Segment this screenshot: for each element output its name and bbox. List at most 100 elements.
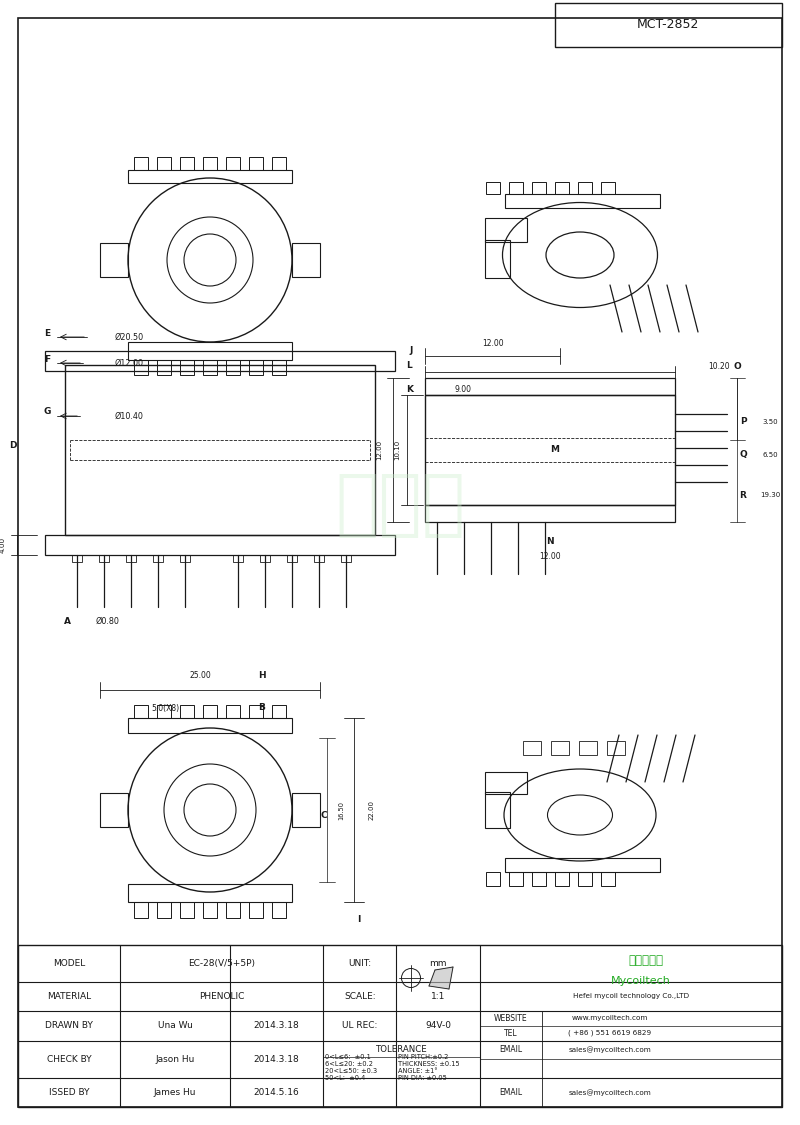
- Text: D: D: [10, 441, 17, 450]
- Text: I: I: [358, 916, 361, 925]
- Bar: [601, 872, 615, 886]
- Bar: [578, 872, 592, 886]
- Bar: [425, 505, 675, 522]
- Bar: [260, 555, 270, 562]
- Bar: [578, 182, 592, 193]
- Bar: [486, 872, 500, 886]
- Bar: [126, 555, 136, 562]
- Text: sales@mycoiltech.com: sales@mycoiltech.com: [569, 1046, 651, 1053]
- Text: N: N: [546, 538, 554, 547]
- Text: DRAWN BY: DRAWN BY: [45, 1022, 93, 1030]
- Bar: [18, 945, 782, 1107]
- Bar: [341, 555, 351, 562]
- Bar: [157, 158, 171, 170]
- Ellipse shape: [546, 232, 614, 278]
- Text: 12.00: 12.00: [376, 440, 382, 460]
- Bar: [607, 741, 625, 755]
- Bar: [272, 158, 286, 170]
- Bar: [505, 858, 660, 872]
- Text: J: J: [410, 345, 413, 354]
- Text: EMAIL: EMAIL: [499, 1088, 522, 1097]
- Text: sales@mycoiltech.com: sales@mycoiltech.com: [569, 1089, 651, 1096]
- Bar: [128, 718, 292, 734]
- Bar: [128, 884, 292, 902]
- Text: Ø0.80: Ø0.80: [95, 616, 119, 626]
- Text: 麦可一: 麦可一: [335, 470, 465, 540]
- Text: C: C: [321, 810, 327, 819]
- Bar: [485, 792, 510, 828]
- Text: UL REC:: UL REC:: [342, 1022, 378, 1030]
- Bar: [180, 555, 190, 562]
- Text: SCALE:: SCALE:: [344, 992, 376, 1001]
- Bar: [128, 170, 292, 183]
- Bar: [292, 243, 320, 277]
- Bar: [425, 378, 675, 395]
- Text: 2014.3.18: 2014.3.18: [253, 1054, 299, 1063]
- Text: 5.0(X8): 5.0(X8): [151, 703, 179, 712]
- Text: Ø12.00: Ø12.00: [115, 359, 144, 368]
- Text: EC-28(V/5+5P): EC-28(V/5+5P): [188, 958, 255, 968]
- Text: 12.00: 12.00: [482, 340, 504, 349]
- Bar: [485, 772, 527, 794]
- Text: 25.00: 25.00: [189, 672, 211, 681]
- Polygon shape: [429, 968, 453, 989]
- Bar: [523, 741, 541, 755]
- Text: R: R: [739, 490, 746, 500]
- Bar: [486, 182, 500, 193]
- Text: ISSED BY: ISSED BY: [49, 1088, 90, 1097]
- Bar: [100, 793, 128, 827]
- Bar: [134, 360, 148, 375]
- Text: M: M: [550, 446, 559, 454]
- Bar: [555, 182, 569, 193]
- Text: James Hu: James Hu: [154, 1088, 196, 1097]
- Text: 1:1: 1:1: [431, 992, 445, 1001]
- Bar: [45, 351, 395, 371]
- Text: mm: mm: [430, 958, 446, 968]
- Text: 12.00: 12.00: [539, 552, 561, 561]
- Bar: [287, 555, 297, 562]
- Bar: [226, 705, 240, 718]
- Bar: [555, 3, 782, 47]
- Bar: [180, 158, 194, 170]
- Bar: [249, 158, 263, 170]
- Text: PHENOLIC: PHENOLIC: [199, 992, 244, 1001]
- Text: G: G: [43, 407, 50, 416]
- Bar: [532, 182, 546, 193]
- Bar: [226, 158, 240, 170]
- Bar: [485, 218, 527, 242]
- Bar: [72, 555, 82, 562]
- Text: 3.50: 3.50: [762, 418, 778, 425]
- Bar: [134, 705, 148, 718]
- Bar: [153, 555, 163, 562]
- Bar: [272, 705, 286, 718]
- Text: 10.20: 10.20: [708, 361, 730, 370]
- Bar: [425, 395, 675, 505]
- Bar: [249, 705, 263, 718]
- Bar: [180, 902, 194, 918]
- Bar: [249, 902, 263, 918]
- Text: UNIT:: UNIT:: [349, 958, 371, 968]
- Bar: [157, 705, 171, 718]
- Bar: [203, 360, 217, 375]
- Text: PIN PITCH:±0.2
THICKNESS: ±0.15
ANGLE: ±1°
PIN DIA: ±0.05: PIN PITCH:±0.2 THICKNESS: ±0.15 ANGLE: ±…: [398, 1054, 460, 1081]
- Text: 2014.3.18: 2014.3.18: [253, 1022, 299, 1030]
- Text: www.mycoiltech.com: www.mycoiltech.com: [572, 1016, 648, 1022]
- Bar: [99, 555, 109, 562]
- Bar: [555, 872, 569, 886]
- Bar: [180, 705, 194, 718]
- Text: 0<L≤6:  ±0.1
6<L≤20: ±0.2
20<L≤50: ±0.3
50<L:  ±0.4: 0<L≤6: ±0.1 6<L≤20: ±0.2 20<L≤50: ±0.3 5…: [325, 1054, 377, 1081]
- Bar: [180, 360, 194, 375]
- Bar: [203, 902, 217, 918]
- Text: A: A: [63, 616, 70, 626]
- Bar: [485, 240, 510, 278]
- Bar: [314, 555, 324, 562]
- Text: TOLERANCE: TOLERANCE: [376, 1044, 427, 1053]
- Text: B: B: [258, 703, 266, 712]
- Bar: [226, 360, 240, 375]
- Bar: [509, 182, 523, 193]
- Bar: [157, 902, 171, 918]
- Bar: [233, 555, 243, 562]
- Text: F: F: [44, 354, 50, 363]
- Bar: [45, 536, 395, 555]
- Text: K: K: [406, 385, 414, 394]
